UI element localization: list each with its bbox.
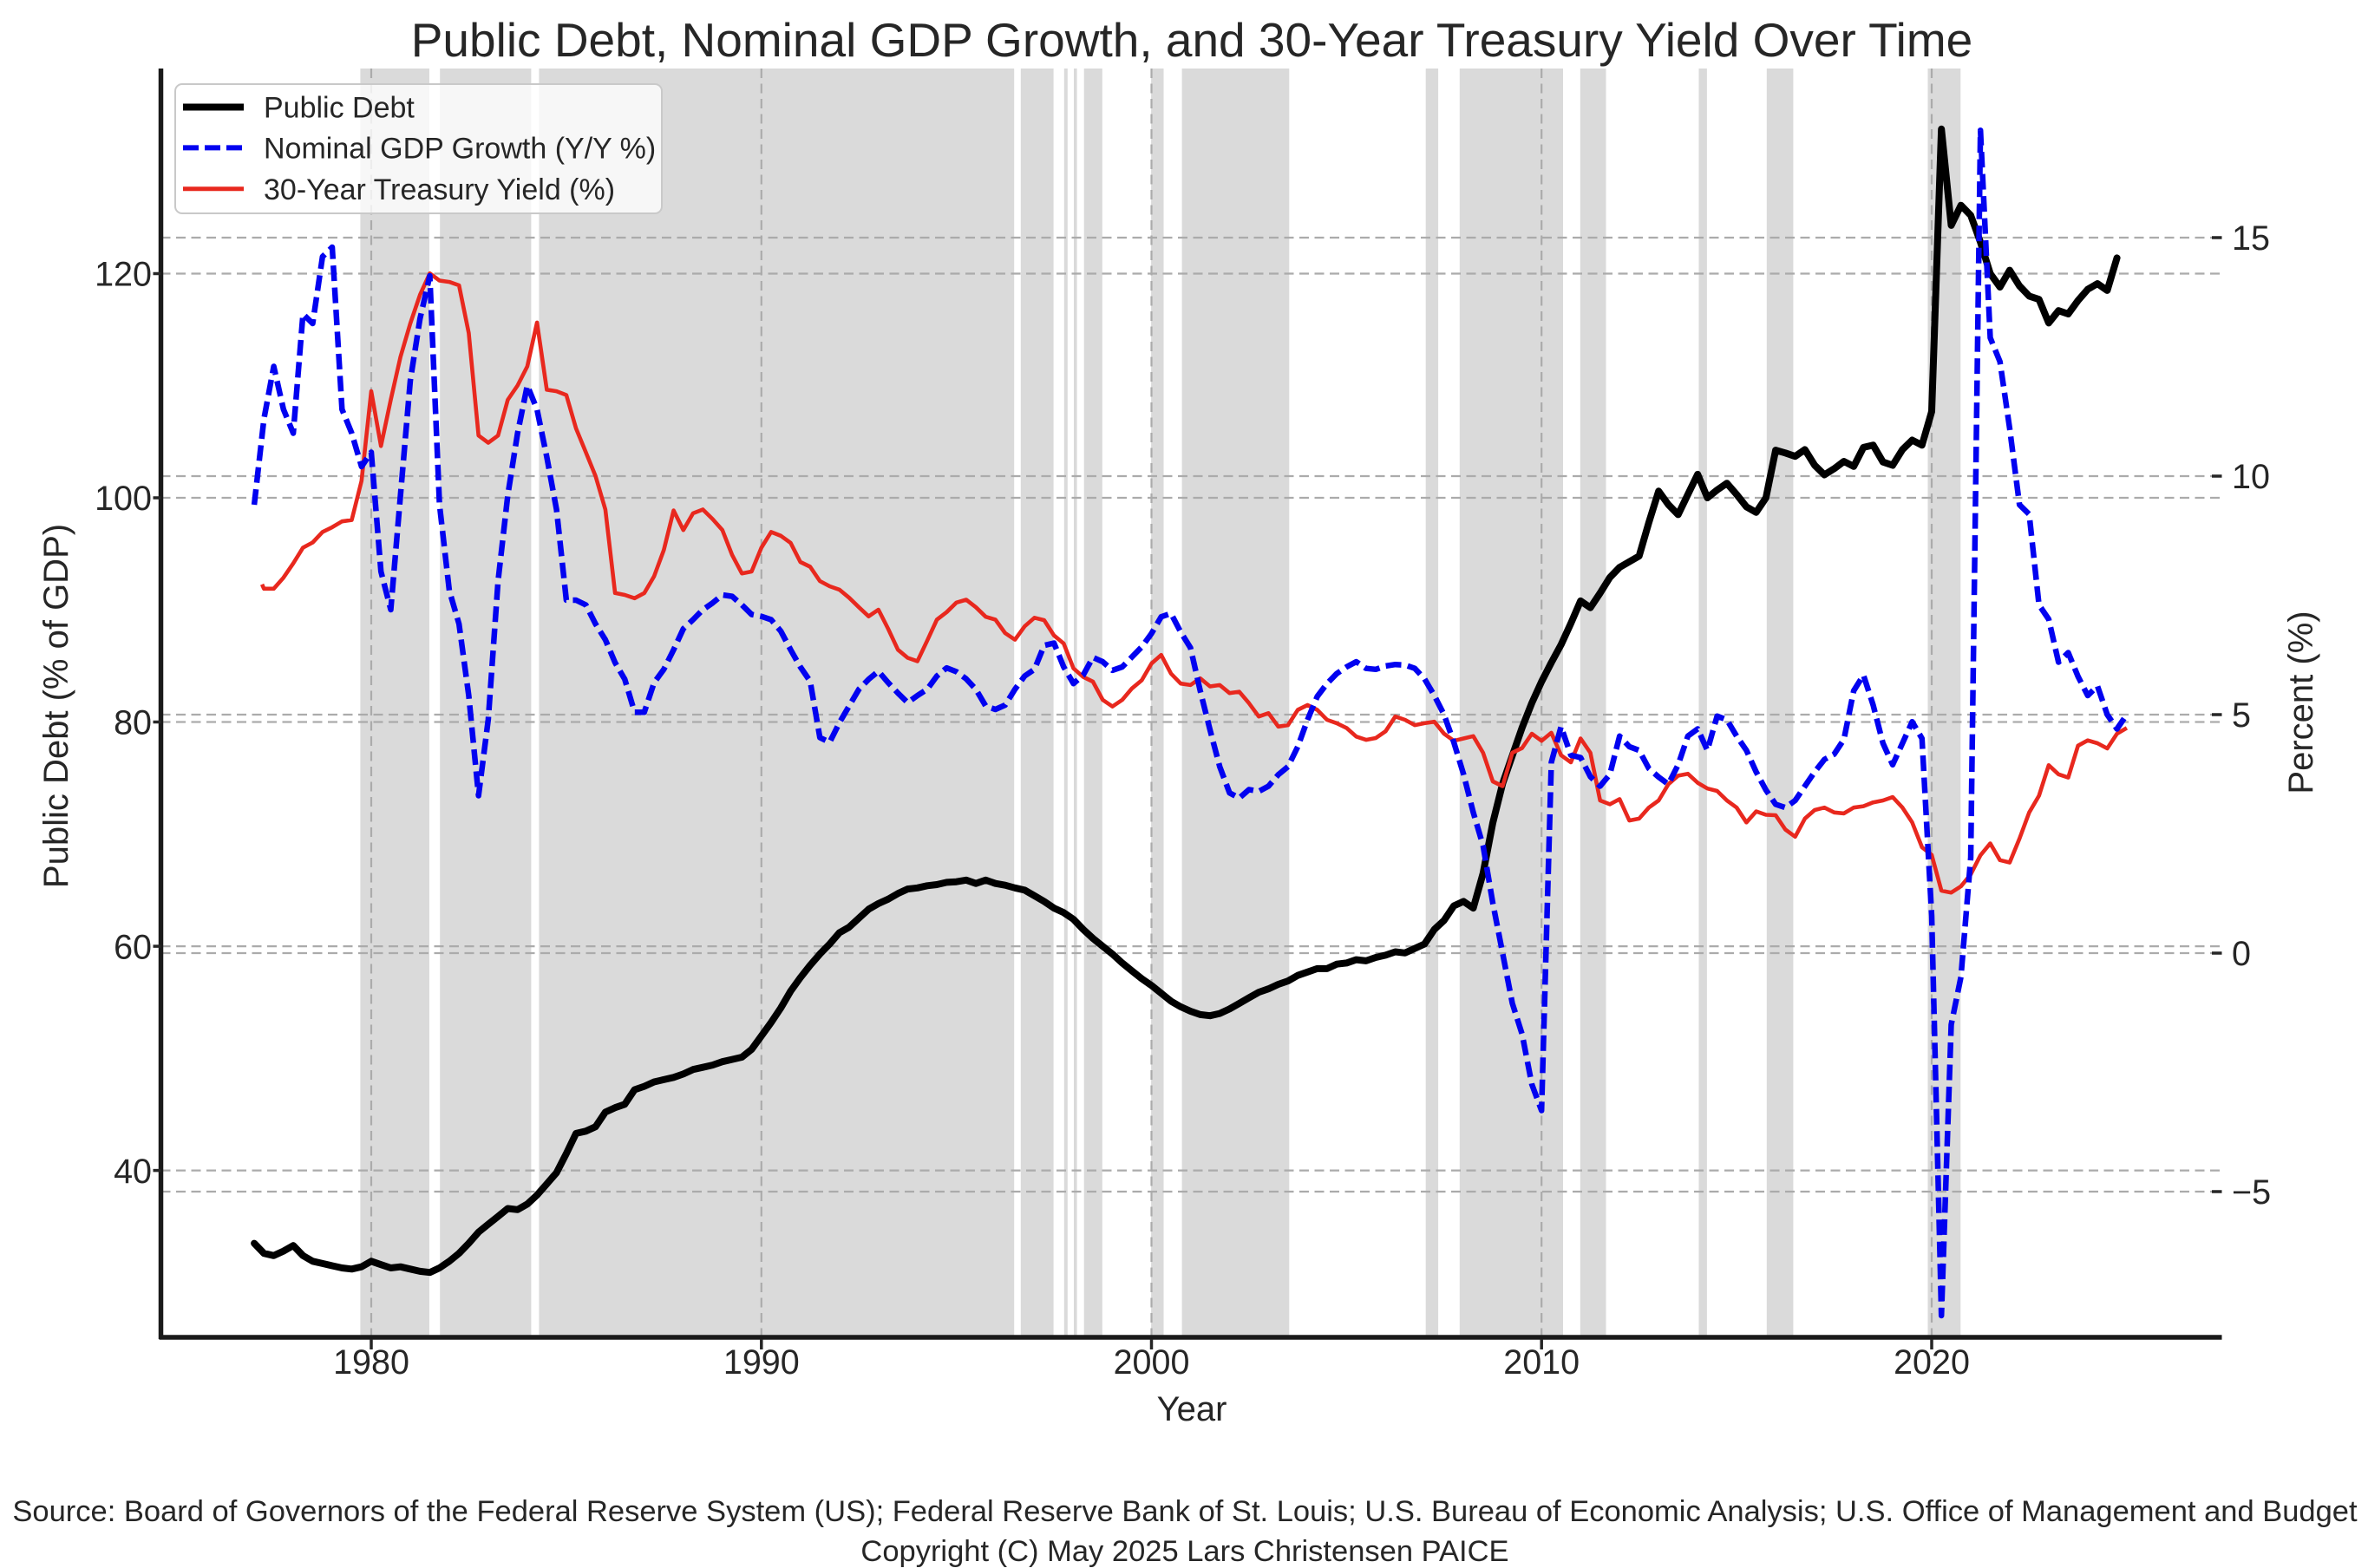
svg-text:5: 5	[2232, 696, 2251, 735]
svg-text:0: 0	[2232, 935, 2251, 973]
svg-text:80: 80	[114, 704, 152, 742]
svg-text:Public Debt, Nominal GDP Growt: Public Debt, Nominal GDP Growth, and 30-…	[411, 13, 1973, 67]
svg-text:1980: 1980	[333, 1343, 409, 1382]
svg-text:Percent (%): Percent (%)	[2282, 611, 2320, 794]
svg-text:Year: Year	[1157, 1390, 1227, 1428]
svg-text:Source: Board of Governors of: Source: Board of Governors of the Federa…	[12, 1495, 2358, 1528]
svg-text:Public Debt: Public Debt	[264, 92, 415, 125]
svg-text:120: 120	[95, 256, 152, 294]
svg-text:−5: −5	[2232, 1173, 2271, 1212]
svg-text:15: 15	[2232, 219, 2270, 258]
svg-text:2020: 2020	[1894, 1343, 1970, 1382]
svg-text:Nominal GDP Growth (Y/Y %): Nominal GDP Growth (Y/Y %)	[264, 133, 656, 166]
svg-text:Public Debt (% of GDP): Public Debt (% of GDP)	[37, 524, 75, 888]
svg-text:Copyright (C) May 2025 Lars Ch: Copyright (C) May 2025 Lars Christensen …	[860, 1535, 1508, 1568]
svg-text:2000: 2000	[1114, 1343, 1190, 1382]
svg-text:1990: 1990	[723, 1343, 800, 1382]
svg-text:10: 10	[2232, 458, 2270, 496]
svg-text:60: 60	[114, 928, 152, 966]
svg-text:100: 100	[95, 480, 152, 518]
svg-text:40: 40	[114, 1153, 152, 1191]
svg-text:30-Year Treasury Yield (%): 30-Year Treasury Yield (%)	[264, 173, 615, 206]
svg-text:2010: 2010	[1503, 1343, 1580, 1382]
